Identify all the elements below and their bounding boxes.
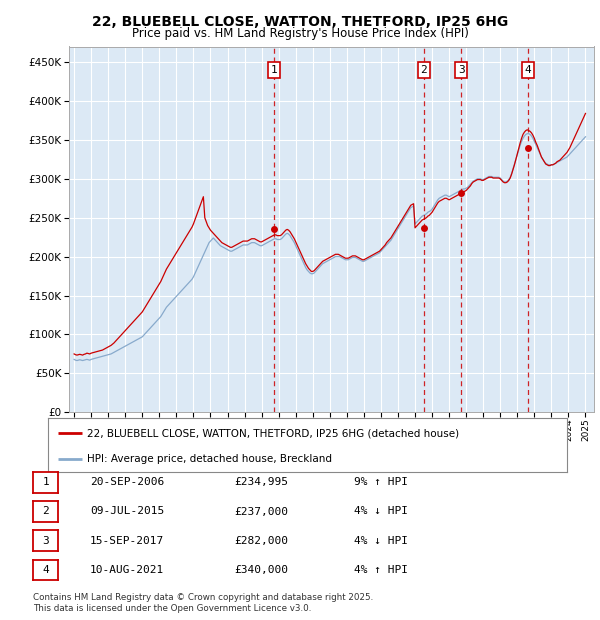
- Text: Contains HM Land Registry data © Crown copyright and database right 2025.
This d: Contains HM Land Registry data © Crown c…: [33, 593, 373, 613]
- Text: 1: 1: [271, 65, 277, 75]
- Text: £340,000: £340,000: [234, 565, 288, 575]
- Text: 1: 1: [42, 477, 49, 487]
- Text: 4: 4: [524, 65, 531, 75]
- Text: 09-JUL-2015: 09-JUL-2015: [90, 507, 164, 516]
- Text: 3: 3: [42, 536, 49, 546]
- Text: £282,000: £282,000: [234, 536, 288, 546]
- Text: 20-SEP-2006: 20-SEP-2006: [90, 477, 164, 487]
- Text: 3: 3: [458, 65, 464, 75]
- Text: HPI: Average price, detached house, Breckland: HPI: Average price, detached house, Brec…: [87, 454, 332, 464]
- Text: 22, BLUEBELL CLOSE, WATTON, THETFORD, IP25 6HG (detached house): 22, BLUEBELL CLOSE, WATTON, THETFORD, IP…: [87, 428, 459, 438]
- Text: 9% ↑ HPI: 9% ↑ HPI: [354, 477, 408, 487]
- Text: 10-AUG-2021: 10-AUG-2021: [90, 565, 164, 575]
- Text: 4% ↑ HPI: 4% ↑ HPI: [354, 565, 408, 575]
- Text: 15-SEP-2017: 15-SEP-2017: [90, 536, 164, 546]
- Text: £237,000: £237,000: [234, 507, 288, 516]
- Text: 2: 2: [42, 507, 49, 516]
- Text: 4: 4: [42, 565, 49, 575]
- Text: 4% ↓ HPI: 4% ↓ HPI: [354, 507, 408, 516]
- Text: £234,995: £234,995: [234, 477, 288, 487]
- Text: 2: 2: [421, 65, 427, 75]
- Text: 22, BLUEBELL CLOSE, WATTON, THETFORD, IP25 6HG: 22, BLUEBELL CLOSE, WATTON, THETFORD, IP…: [92, 16, 508, 30]
- Text: 4% ↓ HPI: 4% ↓ HPI: [354, 536, 408, 546]
- Text: Price paid vs. HM Land Registry's House Price Index (HPI): Price paid vs. HM Land Registry's House …: [131, 27, 469, 40]
